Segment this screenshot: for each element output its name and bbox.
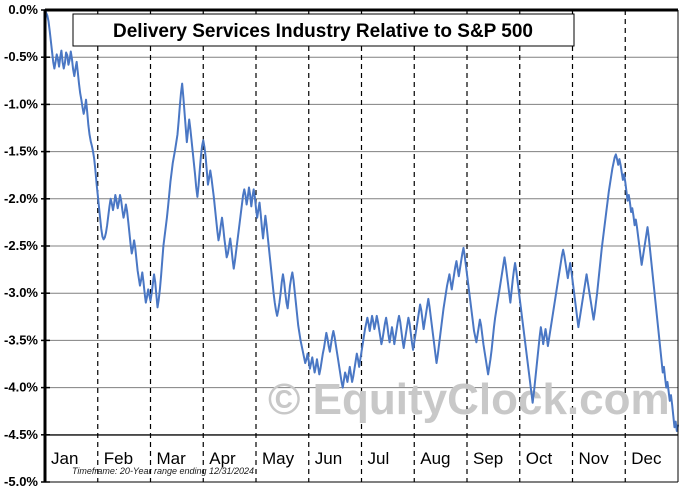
title-box-frame: [72, 13, 575, 47]
y-tick-label: -1.0%: [4, 96, 38, 111]
x-tick-label: Aug: [420, 449, 450, 468]
watermark-label: © EquityClock.com: [268, 375, 670, 424]
x-tick-label: Jan: [51, 449, 78, 468]
footnote-label: Timeframe: 20-Year range ending 12/31/20…: [72, 466, 254, 476]
x-tick-label: Oct: [526, 449, 553, 468]
x-tick-label: Mar: [157, 449, 187, 468]
y-tick-label: -3.0%: [4, 285, 38, 300]
month-divider-lines: [97, 10, 626, 482]
chart-title-box: Delivery Services Industry Relative to S…: [72, 13, 575, 47]
y-axis-tick-marks: [41, 9, 50, 483]
watermark: © EquityClock.com: [268, 375, 670, 424]
y-tick-label: -5.0%: [4, 474, 38, 489]
y-tick-label: -2.5%: [4, 238, 38, 253]
x-tick-label: Sep: [473, 449, 503, 468]
x-tick-label: Apr: [209, 449, 236, 468]
x-tick-label: Nov: [579, 449, 610, 468]
y-tick-label: -4.5%: [4, 427, 38, 442]
y-tick-label: 0.0%: [8, 2, 38, 17]
x-tick-label: May: [262, 449, 295, 468]
data-series-line: [44, 9, 679, 433]
x-axis-tick-labels: Jan Feb Mar Apr May Jun Jul Aug Sep Oct Nov Dec: [51, 449, 662, 468]
x-tick-label: Dec: [631, 449, 662, 468]
y-tick-label: -1.5%: [4, 144, 38, 159]
y-axis-tick-labels: 0.0% -0.5% -1.0% -1.5% -2.0% -2.5% -3.0% -3.5% -…: [4, 2, 38, 489]
x-tick-label: Jun: [315, 449, 342, 468]
x-tick-label: Jul: [368, 449, 390, 468]
y-tick-label: -3.5%: [4, 332, 38, 347]
y-tick-label: -2.0%: [4, 191, 38, 206]
chart-title-label: Delivery Services Industry Relative to S…: [113, 21, 533, 42]
y-tick-label: -0.5%: [4, 49, 38, 64]
x-tick-label: Feb: [104, 449, 133, 468]
y-tick-label: -4.0%: [4, 380, 38, 395]
